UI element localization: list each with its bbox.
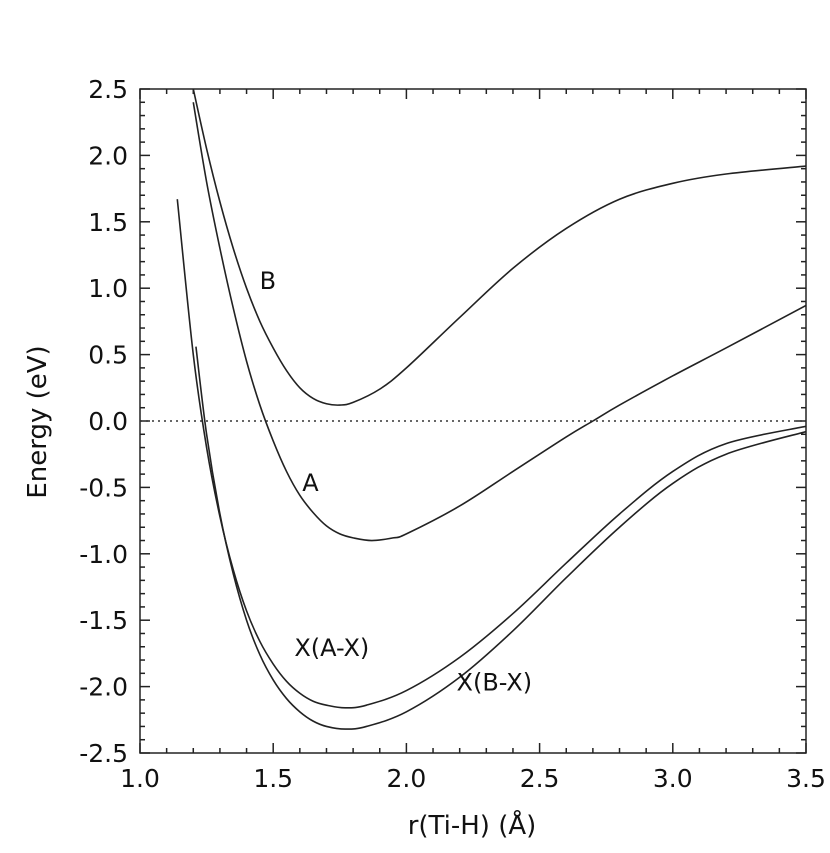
curve-label: A xyxy=(302,469,319,497)
curves xyxy=(176,89,806,730)
y-tick-label: -2.5 xyxy=(79,739,128,768)
y-tick-label: 2.5 xyxy=(88,75,128,104)
curve-x-b-x xyxy=(195,346,806,730)
x-tick-label: 2.5 xyxy=(520,764,560,793)
y-tick-label: 2.0 xyxy=(88,141,128,170)
y-tick-label: 1.5 xyxy=(88,208,128,237)
y-tick-label: 1.0 xyxy=(88,274,128,303)
x-tick-label: 1.0 xyxy=(120,764,160,793)
y-tick-label: -2.0 xyxy=(79,673,128,702)
curve-label: X(A-X) xyxy=(294,634,369,662)
x-tick-label: 3.5 xyxy=(786,764,826,793)
y-tick-label: -0.5 xyxy=(79,473,128,502)
x-axis: 1.0 1.5 2.0 2.5 3.0 3.5 xyxy=(120,89,826,793)
plot-frame xyxy=(139,88,807,754)
curve-a xyxy=(192,102,806,542)
curve-label: B xyxy=(260,267,276,295)
x-tick-label: 2.0 xyxy=(387,764,427,793)
curve-labels: B A X(A-X) X(B-X) xyxy=(260,267,532,696)
x-tick-label: 3.0 xyxy=(653,764,693,793)
y-tick-label: 0.5 xyxy=(88,341,128,370)
y-tick-label: 0.0 xyxy=(88,407,128,436)
curve-b xyxy=(192,89,806,406)
x-tick-label: 1.5 xyxy=(253,764,293,793)
y-tick-label: -1.0 xyxy=(79,540,128,569)
y-axis: 2.5 2.0 1.5 1.0 0.5 0.0 -0.5 -1.0 -1.5 -2.0 -2.5 xyxy=(79,75,806,768)
curve-label: X(B-X) xyxy=(457,668,533,696)
x-axis-title: r(Ti-H) (Å) xyxy=(408,809,537,841)
plot-border xyxy=(139,88,807,754)
y-tick-label: -1.5 xyxy=(79,606,128,635)
y-axis-title: Energy (eV) xyxy=(23,345,53,498)
